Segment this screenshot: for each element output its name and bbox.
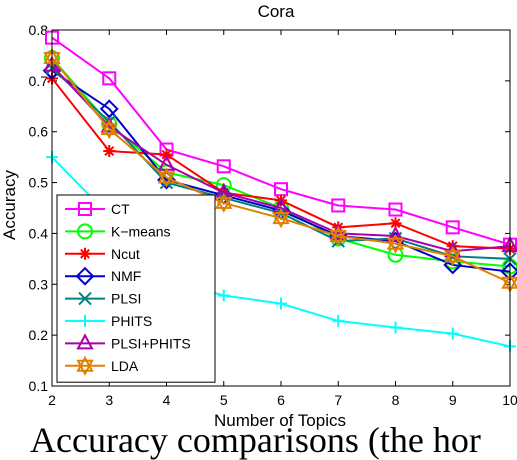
legend-marker: [75, 266, 95, 286]
legend-entry: NMF: [65, 266, 141, 286]
y-tick-label: 0.1: [29, 378, 49, 394]
y-axis-title: Accuracy: [0, 170, 19, 240]
legend: CT K−means Ncut NMF PLSI PHITS PLSI+PHITS LDA: [56, 194, 216, 383]
legend-marker: [76, 355, 94, 376]
series-line: [51, 36, 511, 246]
data-point: [444, 246, 462, 267]
data-point: [275, 297, 287, 310]
legend-entry: K−means: [65, 223, 171, 240]
data-point: [102, 71, 117, 86]
data-point: [100, 119, 118, 140]
legend-label: Ncut: [111, 246, 140, 262]
data-point: [272, 208, 290, 229]
x-tick-label: 2: [48, 392, 56, 408]
data-point: [216, 159, 231, 174]
legend-marker: [78, 202, 92, 216]
data-point: [388, 202, 403, 217]
x-axis-title: Number of Topics: [214, 411, 346, 430]
legend-entry: PHITS: [65, 313, 152, 329]
legend-label: PHITS: [111, 313, 152, 329]
data-point: [386, 225, 405, 242]
x-tick-label: 3: [105, 392, 113, 408]
plot-frame: [51, 29, 511, 387]
y-tick-label: 0.4: [29, 225, 49, 241]
x-axis: 2 3 4 5 6 7 8 9 10: [48, 30, 517, 408]
legend-box: [56, 194, 216, 383]
y-tick-label: 0.6: [29, 124, 49, 140]
legend-marker: [77, 223, 93, 240]
data-point: [217, 289, 230, 302]
legend-label: K−means: [111, 223, 171, 239]
accuracy-chart: Cora 0.1 0.2 0.3 0.4 0.5 0.6 0.7 0.8 2 3 4 5 6 7 8 9 10…: [0, 2, 517, 430]
x-tick-label: 8: [392, 392, 400, 408]
data-point: [160, 148, 173, 161]
data-point: [332, 314, 345, 327]
series-line: [51, 57, 511, 284]
legend-entry: PLSI: [65, 291, 141, 307]
x-tick-label: 9: [449, 392, 457, 408]
legend-marker: [79, 315, 91, 327]
legend-marker: [78, 291, 92, 306]
y-tick-label: 0.3: [29, 276, 49, 292]
x-tick-label: 4: [163, 392, 171, 408]
data-point: [103, 145, 116, 158]
data-point: [446, 327, 459, 340]
legend-entry: PLSI+PHITS: [65, 333, 191, 351]
x-tick-label: 10: [502, 392, 517, 408]
y-axis: 0.1 0.2 0.3 0.4 0.5 0.6 0.7 0.8: [29, 22, 510, 394]
legend-entry: LDA: [65, 355, 139, 376]
legend-label: NMF: [111, 268, 141, 284]
legend-label: LDA: [111, 358, 139, 374]
x-tick-label: 5: [220, 392, 228, 408]
x-tick-label: 7: [334, 392, 342, 408]
legend-label: PLSI+PHITS: [111, 335, 191, 351]
data-point: [331, 198, 346, 213]
data-point: [386, 233, 405, 254]
legend-entry: Ncut: [65, 246, 140, 262]
legend-label: PLSI: [111, 291, 141, 307]
overflow-caption-text: Accuracy comparisons (the hor: [30, 420, 481, 460]
data-point: [389, 217, 402, 230]
y-tick-label: 0.2: [29, 327, 49, 343]
chart-title: Cora: [258, 2, 295, 21]
legend-entry: CT: [65, 201, 130, 217]
x-tick-label: 6: [277, 392, 285, 408]
y-tick-label: 0.8: [29, 22, 49, 38]
series-0: [45, 30, 517, 252]
legend-label: CT: [111, 201, 130, 217]
data-point: [329, 225, 347, 247]
data-point: [389, 321, 402, 334]
data-point: [446, 240, 459, 253]
legend-marker: [79, 247, 91, 260]
data-point: [157, 167, 176, 188]
series-line: [51, 64, 511, 253]
y-tick-label: 0.7: [29, 73, 49, 89]
legend-marker: [76, 333, 94, 350]
data-point: [215, 192, 233, 214]
data-point: [445, 220, 460, 235]
y-tick-label: 0.5: [29, 175, 49, 191]
